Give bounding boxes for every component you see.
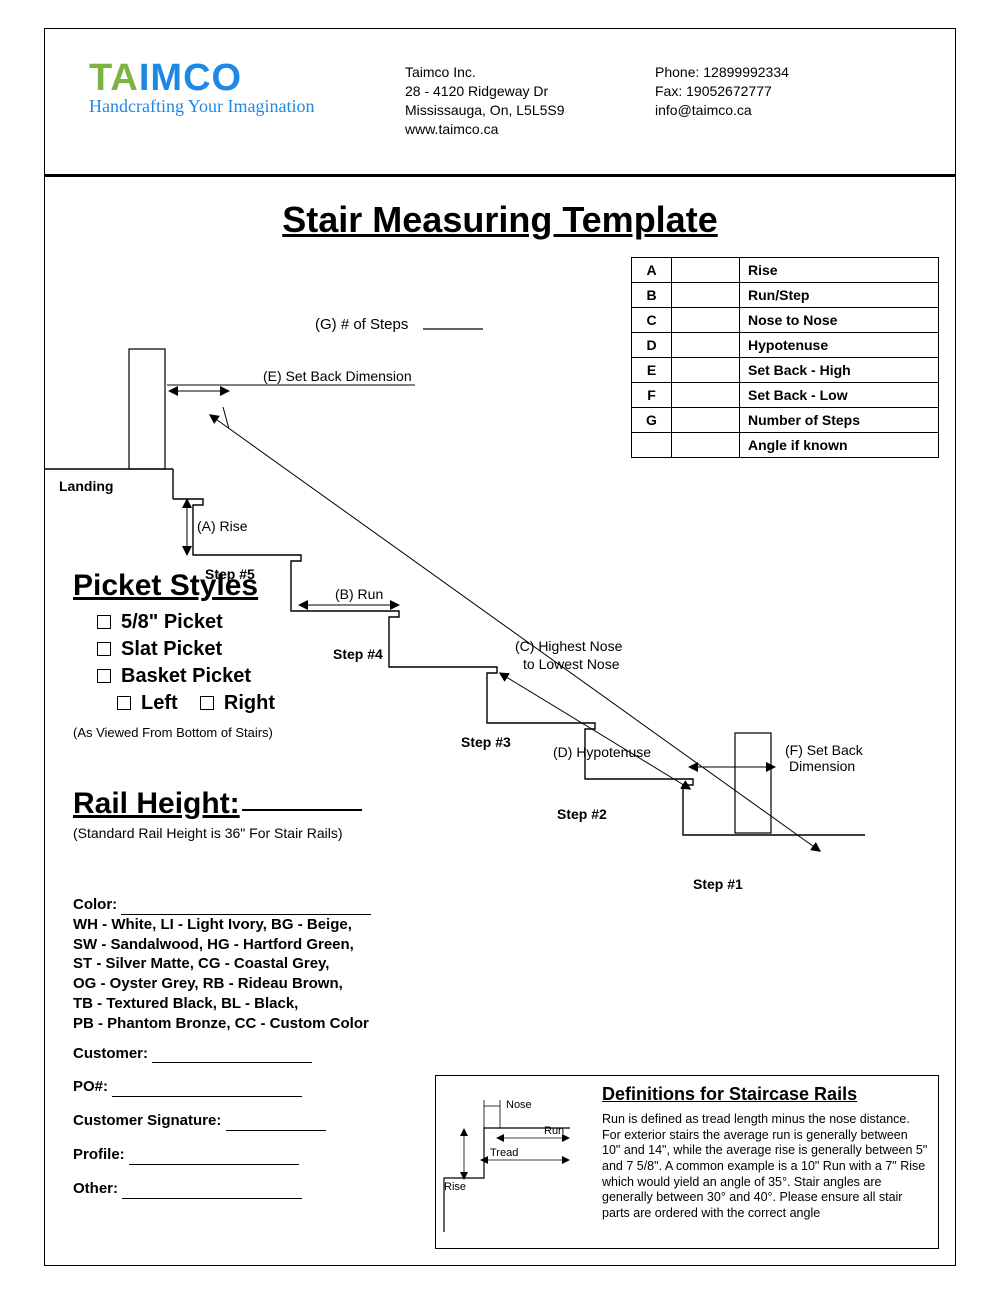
other-field[interactable]	[122, 1185, 302, 1199]
picket-styles: Picket Styles 5/8" Picket Slat Picket Ba…	[73, 569, 275, 740]
rail-height: Rail Height: (Standard Rail Height is 36…	[73, 787, 362, 841]
company-contact: Phone: 12899992334 Fax: 19052672777 info…	[655, 63, 789, 120]
defs-run: Run	[544, 1125, 564, 1137]
label-b: (B) Run	[335, 586, 383, 602]
profile-label: Profile:	[73, 1146, 125, 1163]
logo-seg-3: IM	[139, 57, 183, 99]
label-f1: (F) Set Back	[785, 742, 864, 758]
legend-label: Rise	[740, 258, 939, 283]
company-addr1: 28 - 4120 Ridgeway Dr	[405, 82, 565, 101]
colors-l1: WH - White, LI - Light Ivory, BG - Beige…	[73, 916, 352, 933]
checkbox-icon[interactable]	[200, 696, 214, 710]
picket-note: (As Viewed From Bottom of Stairs)	[73, 725, 275, 740]
picket-opt-3[interactable]: Basket Picket	[97, 663, 275, 690]
company-phone: Phone: 12899992334	[655, 63, 789, 82]
colors-l6: PB - Phantom Bronze, CC - Custom Color	[73, 1015, 369, 1032]
rail-height-field[interactable]	[242, 809, 362, 811]
customer-field[interactable]	[152, 1049, 312, 1063]
label-step4: Step #4	[333, 646, 383, 662]
company-addr2: Mississauga, On, L5L5S9	[405, 101, 565, 120]
label-c2: to Lowest Nose	[523, 656, 620, 672]
company-address: Taimco Inc. 28 - 4120 Ridgeway Dr Missis…	[405, 63, 565, 139]
color-field[interactable]	[121, 901, 371, 915]
line-c	[213, 417, 817, 849]
defs-rise: Rise	[444, 1181, 466, 1193]
po-label: PO#:	[73, 1078, 108, 1095]
colors-l4: OG - Oyster Grey, RB - Rideau Brown,	[73, 975, 343, 992]
profile-field[interactable]	[129, 1151, 299, 1165]
defs-tread: Tread	[490, 1147, 518, 1159]
defs-heading: Definitions for Staircase Rails	[602, 1084, 857, 1105]
colors-l5: TB - Textured Black, BL - Black,	[73, 995, 298, 1012]
info-block: Color: WH - White, LI - Light Ivory, BG …	[73, 895, 493, 1199]
company-name: Taimco Inc.	[405, 63, 565, 82]
logo-tagline: Handcrafting Your Imagination	[89, 96, 314, 117]
picket-heading: Picket Styles	[73, 569, 275, 603]
rail-note: (Standard Rail Height is 36" For Stair R…	[73, 825, 362, 841]
label-g: (G) # of Steps	[315, 316, 408, 333]
checkbox-icon[interactable]	[97, 669, 111, 683]
company-web: www.taimco.ca	[405, 120, 565, 139]
checkbox-icon[interactable]	[97, 615, 111, 629]
customer-label: Customer:	[73, 1045, 148, 1062]
definitions-diagram: Nose Run Tread Rise	[440, 1082, 598, 1242]
label-c1: (C) Highest Nose	[515, 638, 623, 654]
landing-post-icon	[129, 349, 165, 469]
other-label: Other:	[73, 1180, 118, 1197]
label-d: (D) Hypotenuse	[553, 744, 651, 760]
definitions-box: Nose Run Tread Rise Definitions for Stai…	[435, 1075, 939, 1249]
checkbox-icon[interactable]	[97, 642, 111, 656]
label-step2: Step #2	[557, 806, 607, 822]
logo: TAIMCO Handcrafting Your Imagination	[89, 57, 314, 117]
defs-body: Run is defined as tread length minus the…	[602, 1112, 928, 1221]
colors-l3: ST - Silver Matte, CG - Coastal Grey,	[73, 955, 329, 972]
page-title: Stair Measuring Template	[45, 199, 955, 241]
logo-seg-2: A	[110, 57, 138, 99]
signature-label: Customer Signature:	[73, 1112, 221, 1129]
label-e: (E) Set Back Dimension	[263, 368, 412, 384]
label-a: (A) Rise	[197, 518, 248, 534]
label-step3: Step #3	[461, 734, 511, 750]
logo-text: TAIMCO	[89, 57, 314, 100]
picket-opt-2[interactable]: Slat Picket	[97, 636, 275, 663]
line-d	[503, 675, 687, 787]
legend-value-field[interactable]	[672, 258, 740, 283]
label-step1: Step #1	[693, 876, 743, 892]
legend-key: A	[632, 258, 672, 283]
legend-row: A Rise	[632, 258, 939, 283]
label-f2: Dimension	[789, 758, 855, 774]
label-landing: Landing	[59, 478, 113, 494]
checkbox-icon[interactable]	[117, 696, 131, 710]
defs-nose: Nose	[506, 1099, 532, 1111]
company-email: info@taimco.ca	[655, 101, 789, 120]
company-fax: Fax: 19052672777	[655, 82, 789, 101]
rail-heading: Rail Height:	[73, 787, 362, 821]
signature-field[interactable]	[226, 1117, 326, 1131]
po-field[interactable]	[112, 1083, 302, 1097]
color-label: Color:	[73, 896, 117, 913]
logo-seg-4: CO	[183, 57, 242, 99]
header: TAIMCO Handcrafting Your Imagination Tai…	[45, 29, 955, 177]
page: TAIMCO Handcrafting Your Imagination Tai…	[44, 28, 956, 1266]
colors-l2: SW - Sandalwood, HG - Hartford Green,	[73, 936, 354, 953]
picket-left-right: Left Right	[117, 692, 275, 715]
bottom-post-icon	[735, 733, 771, 833]
logo-seg-1: T	[89, 57, 110, 99]
picket-opt-1[interactable]: 5/8" Picket	[97, 609, 275, 636]
